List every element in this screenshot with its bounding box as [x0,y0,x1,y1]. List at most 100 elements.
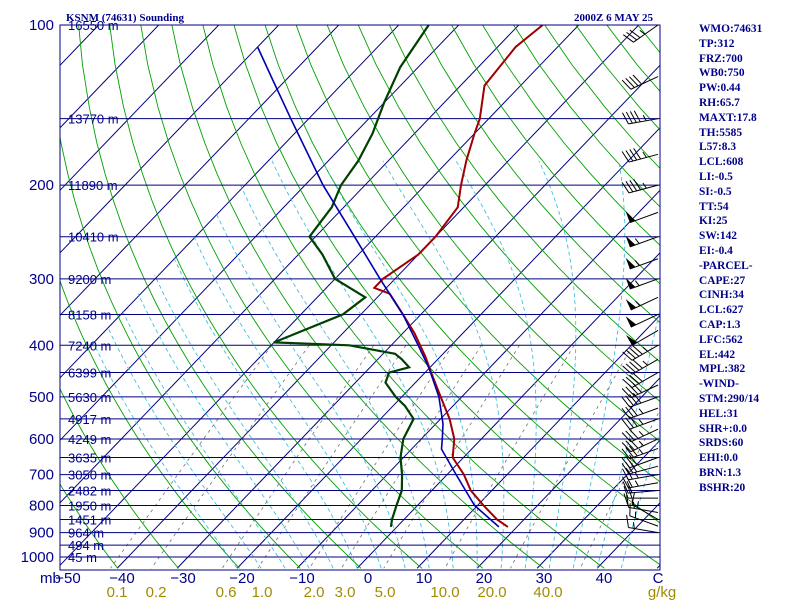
barb-full [621,432,632,443]
moist-adiabats [92,160,660,569]
moist-adiabat [193,236,382,569]
barb-full [621,112,629,125]
barb-staff [631,504,659,520]
moist-adiabat [137,293,310,569]
pressure-tick-label: 800 [29,497,54,514]
height-label: 4249 m [68,432,111,447]
wind-barb [623,493,658,506]
barb-full [625,417,634,429]
height-label: 1451 m [68,512,111,527]
barb-full [625,395,634,407]
index-item: EL:442 [699,348,736,361]
temperature-tick-label: 10 [416,570,433,587]
wind-barb [621,416,659,430]
wind-barb [625,296,659,311]
index-item: LCL:608 [699,156,744,169]
height-label: 45 m [68,550,97,565]
mixing-ratio-line [444,345,575,569]
dry-adiabat [171,25,544,569]
barb-flag [626,334,638,346]
plot-area [60,25,660,570]
height-label: 6399 m [68,366,111,381]
barb-staff [628,465,659,475]
height-label: 8158 m [68,307,111,322]
barb-staff [628,506,659,514]
isotherm-line [416,314,660,569]
mixing-ratio-line [341,345,482,569]
temperature-tick-label: −10 [289,570,314,587]
index-item: MPL:382 [699,363,746,376]
barb-staff [629,258,659,270]
barb-half [638,408,644,414]
index-item: PW:0.44 [699,82,741,95]
chart-time: 2000Z 6 MAY 25 [574,12,653,24]
moist-adiabat [92,342,238,569]
wind-barb [621,74,659,90]
moist-adiabat [122,310,286,569]
wind-barb [621,445,659,460]
barb-full [629,347,640,357]
barb-half [639,30,646,35]
barb-full [625,363,636,373]
barb-full [625,386,635,397]
mixing-ratio-label: 5.0 [375,584,396,600]
wind-barb [621,392,659,408]
isotherm-line [60,25,220,192]
height-label: 4917 m [68,412,111,427]
barb-full [629,374,640,384]
barb-half [642,346,648,352]
height-label: 5630 m [68,390,111,405]
height-label: 10410 m [68,230,119,245]
barb-full [632,345,643,355]
temperature-tick-label: 40 [596,570,613,587]
barb-full [625,456,634,467]
isotherm-line [176,64,660,569]
barb-full [626,31,637,41]
wind-barb [625,235,659,248]
chart-title: KSNM (74631) Sounding [66,12,184,24]
barb-full [629,361,640,371]
barb-full [629,428,639,439]
barb-staff [631,358,659,375]
mixing-ratio-line [221,345,374,569]
pressure-tick-label: 1000 [21,549,54,566]
barb-full [622,378,633,388]
pressure-tick-label: 700 [29,467,54,484]
barb-flag [625,316,637,328]
wind-barb [621,438,659,453]
barb-full [625,447,634,458]
barb-staff [629,236,659,248]
wind-barb [621,148,659,163]
pressure-axis-label: mb [40,570,61,587]
barb-staff [629,407,659,419]
barb-staff [628,474,659,481]
height-label: 11890 m [68,178,118,193]
barb-flag [625,257,636,269]
barb-flag [625,299,637,311]
barb-full [625,430,635,441]
wind-barb [621,405,659,419]
index-item: RH:65.7 [699,96,740,109]
height-label: 13770 m [68,112,119,127]
mixing-ratio-line [151,345,310,569]
barb-full [622,34,634,43]
dry-adiabat [357,25,660,402]
wind-barb [625,313,659,328]
dry-adiabat [264,25,660,524]
wind-barb [626,329,659,346]
barb-staff [631,372,659,388]
dry-adiabat [482,25,660,246]
pressure-tick-label: 100 [29,17,54,34]
plot-border [59,24,661,571]
dry-adiabats [60,25,660,569]
dry-adiabat [233,25,660,566]
barb-half [642,360,648,366]
isotherm-line [356,252,660,569]
barb-half [634,238,640,244]
dry-adiabat [60,134,301,569]
barb-full [625,376,636,386]
mixing-ratio-label: 3.0 [335,584,356,600]
mixing-ratio-label: 1.0 [252,584,273,600]
barb-half [631,499,635,506]
index-item: SRDS:60 [699,437,744,450]
